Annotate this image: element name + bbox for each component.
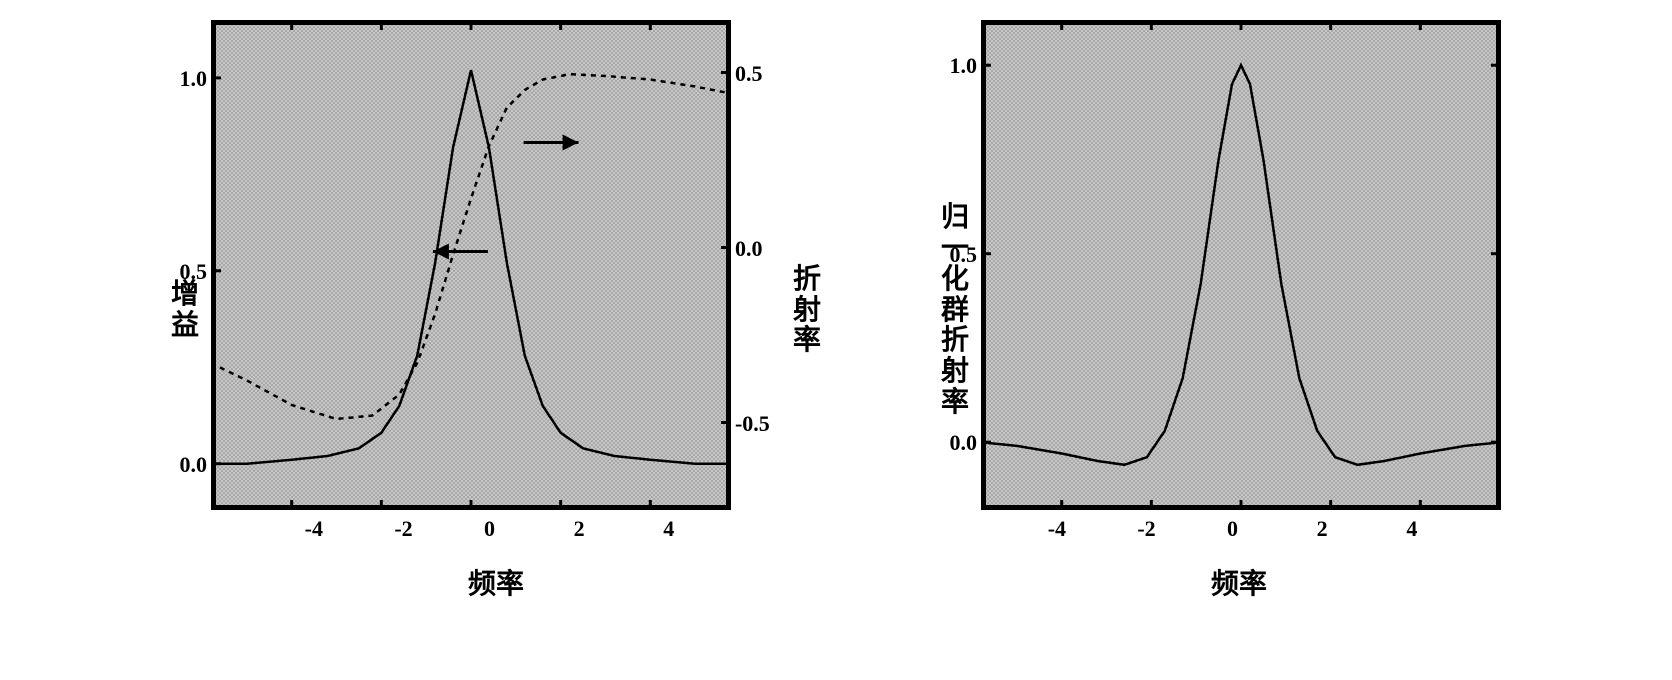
xtick-label: 2 (574, 516, 585, 542)
xtick-label: -4 (1048, 516, 1066, 542)
left-plot-row: 0.00.51.0 -0.50.00.5 (207, 20, 785, 510)
right-plot-svg (981, 20, 1501, 510)
ytick-label: 0.5 (950, 242, 978, 268)
right-chart-block: 0.00.51.0 -4 -2 0 2 4 频率 (977, 20, 1501, 602)
ytick-label: 0.5 (179, 259, 207, 285)
xtick-label: -4 (305, 516, 323, 542)
left-chart-block: 0.00.51.0 -0.50.00.5 -4-2024 频率 (207, 20, 785, 602)
left-xticks: -4 -2 0 2 4 (236, 516, 756, 544)
xtick-label: 4 (663, 516, 674, 542)
ytick-label: -0.5 (735, 411, 770, 437)
xtick-label: -2 (394, 516, 412, 542)
xtick-label: 4 (1406, 516, 1417, 542)
left-plot-svg (211, 20, 731, 510)
left-ylabel-refraction: 折射率 (793, 265, 821, 357)
figure-container: 增益 0.00.51.0 -0.50.00.5 -4-2024 频率 折射率 归… (20, 20, 1652, 602)
ytick-label: 0.0 (179, 452, 207, 478)
ytick-label: 0.5 (735, 61, 763, 87)
xtick-label: 0 (484, 516, 495, 542)
left-xlabel: 频率 (468, 562, 524, 602)
ytick-label: 1.0 (179, 66, 207, 92)
right-xlabel: 频率 (1211, 562, 1267, 602)
left-yticks-right: -0.5 0.0 0.5 (735, 20, 785, 510)
left-chart-wrapper: 增益 0.0 0.5 1.0 -0.5 0.0 0.5 -4 -2 0 2 4 频率 折射率 (171, 20, 821, 602)
ytick-label: 0.0 (950, 430, 978, 456)
ytick-label: 1.0 (950, 53, 978, 79)
right-plot-row: 0.00.51.0 (977, 20, 1501, 510)
right-ylabel: 归一化群折射率 (941, 203, 969, 419)
right-chart-wrapper: 归一化群折射率 0.00.51.0 -4-2024 频率 (941, 20, 1501, 602)
xtick-label: 2 (1317, 516, 1328, 542)
ytick-label: 0.0 (735, 236, 763, 262)
xtick-label: 0 (1227, 516, 1238, 542)
left-ylabel-gain: 增益 (171, 280, 199, 342)
right-xticks: -4 -2 0 2 4 (979, 516, 1499, 544)
xtick-label: -2 (1137, 516, 1155, 542)
